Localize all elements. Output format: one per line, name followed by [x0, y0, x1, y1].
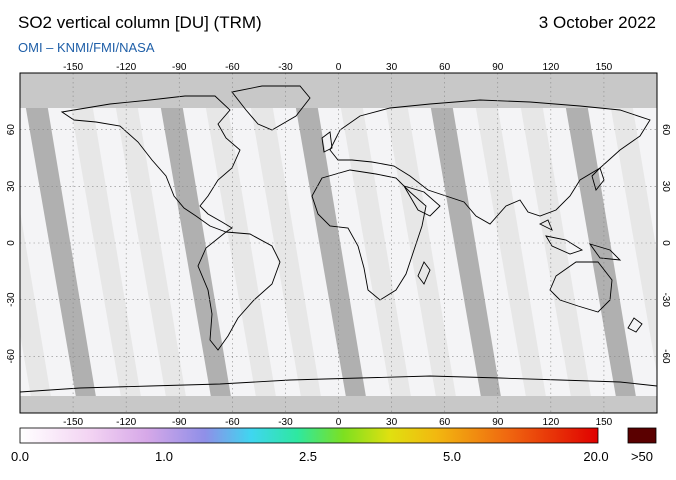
latitude-tick-label: 60	[660, 124, 671, 136]
longitude-tick-label: -120	[116, 417, 136, 428]
swath-gap	[205, 103, 277, 403]
latitude-tick-label: 30	[660, 181, 671, 193]
bottom-longitude-ticks: -150 -120 -90 -60 -30 0 30 60 90 120 150	[63, 417, 613, 428]
longitude-tick-label: 30	[386, 62, 398, 73]
longitude-tick-label: -150	[63, 62, 83, 73]
longitude-tick-label: -150	[63, 417, 83, 428]
colorbar-label-1: 1.0	[154, 449, 174, 464]
longitude-tick-label: -60	[225, 62, 240, 73]
latitude-tick-label: 0	[6, 240, 17, 246]
swath-gap	[250, 103, 322, 403]
colorbar	[19, 427, 599, 444]
swath-gap	[430, 103, 502, 403]
longitude-tick-label: -90	[172, 62, 187, 73]
longitude-tick-label: 150	[596, 417, 613, 428]
longitude-tick-label: 0	[336, 417, 342, 428]
swath-gap	[160, 103, 232, 403]
longitude-tick-label: 60	[439, 62, 451, 73]
latitude-tick-label: -60	[660, 349, 671, 364]
longitude-tick-label: -30	[278, 62, 293, 73]
south-polar-no-data	[20, 396, 657, 413]
colorbar-label-2: 2.5	[298, 449, 318, 464]
swath-gap	[520, 103, 592, 403]
latitude-tick-label: -30	[6, 292, 17, 307]
longitude-tick-label: -60	[225, 417, 240, 428]
longitude-tick-label: 60	[439, 417, 451, 428]
longitude-tick-label: 120	[542, 62, 559, 73]
colorbar-label-4: 20.0	[583, 449, 609, 464]
swath-gap	[475, 103, 547, 403]
data-credit: OMI – KNMI/FMI/NASA	[18, 40, 155, 55]
right-latitude-ticks: 60 30 0 -30 -60	[660, 124, 671, 364]
colorbar-overflow-label: >50	[630, 449, 654, 464]
swath-gap	[115, 103, 187, 403]
swath-gap	[25, 103, 97, 403]
swath-gap	[70, 103, 142, 403]
latitude-tick-label: -30	[660, 292, 671, 307]
longitude-tick-label: 120	[542, 417, 559, 428]
latitude-tick-label: 60	[6, 124, 17, 136]
longitude-tick-label: -120	[116, 62, 136, 73]
colorbar-label-0: 0.0	[10, 449, 30, 464]
longitude-tick-label: 0	[336, 62, 342, 73]
swath-gap	[20, 211, 52, 403]
latitude-tick-label: 0	[660, 240, 671, 246]
longitude-tick-label: 30	[386, 417, 398, 428]
longitude-tick-label: 90	[492, 62, 504, 73]
longitude-tick-label: -30	[278, 417, 293, 428]
longitude-tick-label: 150	[596, 62, 613, 73]
swath-gap	[385, 103, 457, 403]
swath-gap	[610, 103, 657, 375]
latitude-tick-label: 30	[6, 180, 17, 192]
left-latitude-ticks: 60 30 0 -30 -60	[6, 124, 17, 364]
latitude-tick-label: -60	[6, 349, 17, 364]
map-title: SO2 vertical column [DU] (TRM)	[18, 13, 262, 32]
colorbar-overflow	[627, 427, 657, 444]
swath-gap	[340, 103, 412, 403]
colorbar-label-3: 5.0	[442, 449, 462, 464]
longitude-tick-label: 90	[492, 417, 504, 428]
map-field	[20, 73, 657, 413]
longitude-tick-label: -90	[172, 417, 187, 428]
swath-gap	[295, 103, 367, 403]
top-longitude-ticks: -150 -120 -90 -60 -30 0 30 60 90 120 150	[63, 62, 613, 73]
map-frame	[19, 72, 658, 414]
map-date: 3 October 2022	[538, 13, 656, 32]
coastlines	[20, 85, 657, 393]
